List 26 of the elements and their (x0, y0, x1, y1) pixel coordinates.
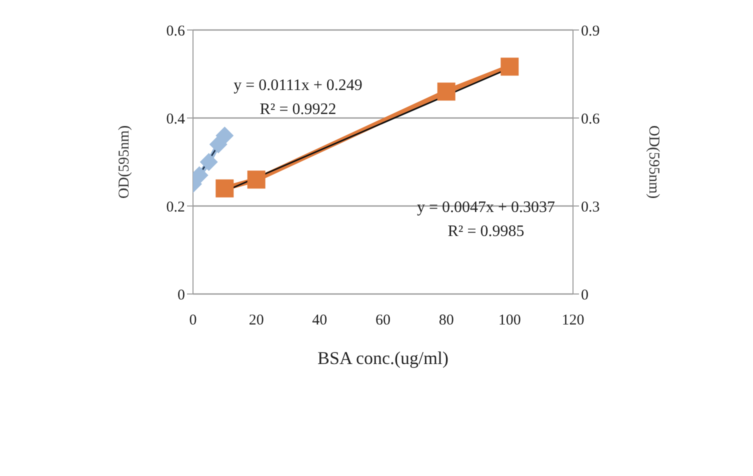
point (216, 179, 234, 198)
x-tick-label: 40 (312, 312, 328, 329)
point (437, 82, 456, 101)
y2-axis-title: OD(595nm) (646, 125, 662, 199)
y2-tick-label: 0.3 (581, 199, 600, 216)
annotation: y = 0.0047x + 0.3037 (416, 199, 556, 217)
y2-tick-label: 0.6 (581, 111, 600, 128)
x-tick-label: 60 (376, 312, 390, 329)
x-tick-label: 100 (498, 312, 521, 329)
y2-tick-label: 0 (581, 287, 588, 304)
annotation: y = 0.0111x + 0.249 (234, 77, 362, 95)
point (247, 170, 266, 189)
y-axis-title: OD(595nm) (116, 125, 132, 199)
y-tick-label: 0.4 (166, 111, 186, 128)
annotation: R² = 0.9985 (448, 223, 524, 241)
x-tick-label: 120 (562, 312, 584, 329)
annotation: R² = 0.9922 (260, 101, 336, 119)
y-tick-label: 0 (178, 287, 185, 304)
x-axis-title: BSA conc.(ug/ml) (318, 348, 448, 368)
y-tick-label: 0.2 (166, 199, 185, 216)
y2-tick-label: 0.9 (581, 23, 600, 40)
x-tick-label: 80 (438, 312, 454, 329)
x-tick-label: 20 (248, 312, 264, 329)
x-tick-label: 0 (189, 312, 197, 329)
point (500, 58, 519, 76)
y-tick-label: 0.6 (166, 23, 186, 40)
